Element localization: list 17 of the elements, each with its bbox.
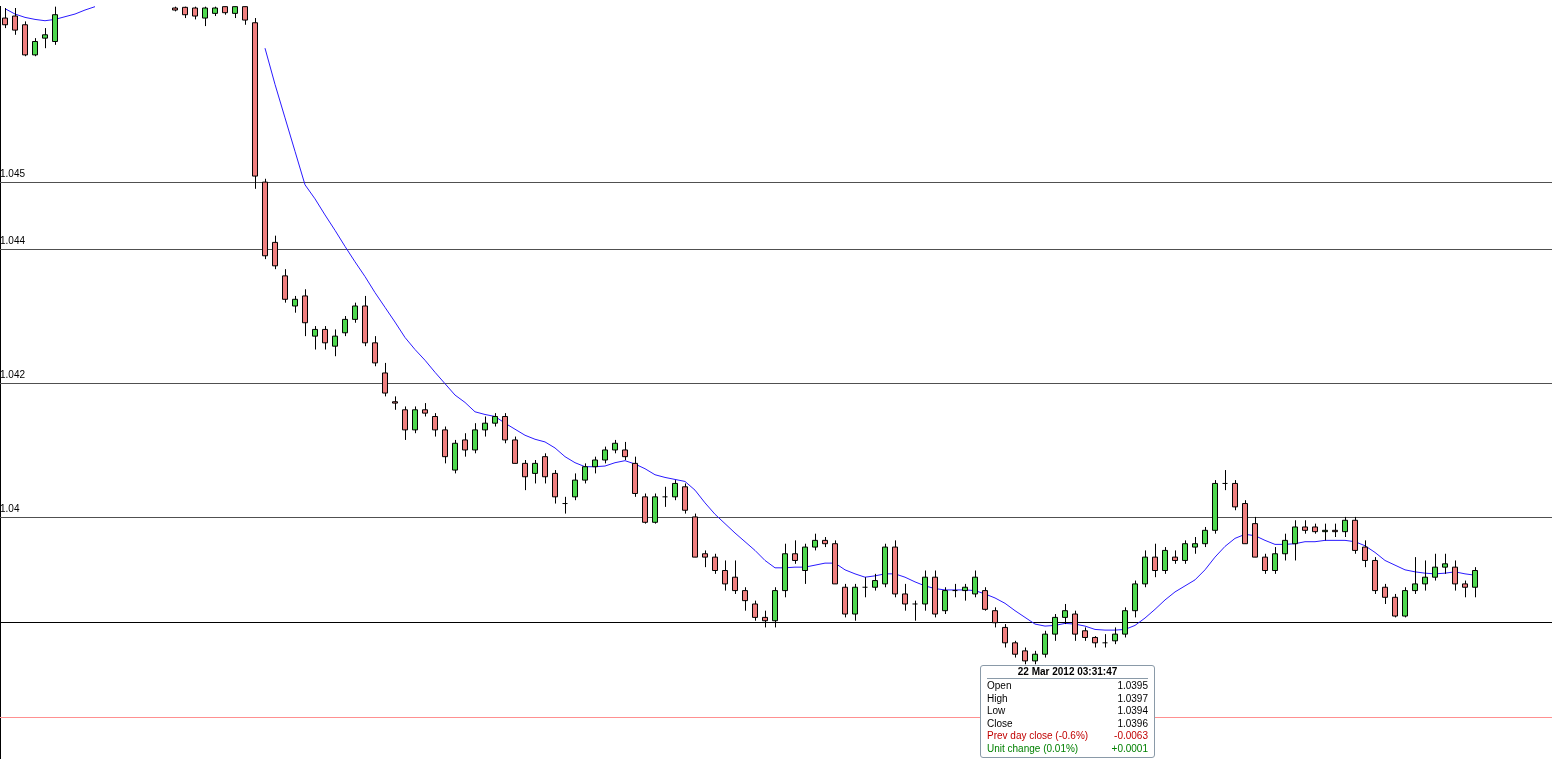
annotation: 22 Mar 2012 03:31:47 xyxy=(987,666,1148,679)
annotation: Prev day close (-0.6%) xyxy=(987,730,1089,743)
annotation: Unit change (0.01%) xyxy=(987,742,1079,755)
annotation: 1.0396 xyxy=(1117,717,1148,730)
y-tick-label: 1.045 xyxy=(0,167,26,179)
annotation: Open xyxy=(987,680,1012,693)
annotation: 1.0394 xyxy=(1117,705,1148,718)
annotation: High xyxy=(987,692,1008,705)
annotation: Low xyxy=(987,705,1006,718)
annotation: 1.0397 xyxy=(1117,692,1148,705)
y-tick-label: 1.042 xyxy=(0,368,26,380)
y-tick-label: 1.044 xyxy=(0,234,26,246)
y-tick-label: 1.04 xyxy=(0,502,20,514)
annotation: 1.0395 xyxy=(1117,680,1148,693)
annotation: +0.0001 xyxy=(1111,742,1148,755)
annotation: Close xyxy=(987,717,1013,730)
annotation: -0.0063 xyxy=(1114,730,1148,743)
